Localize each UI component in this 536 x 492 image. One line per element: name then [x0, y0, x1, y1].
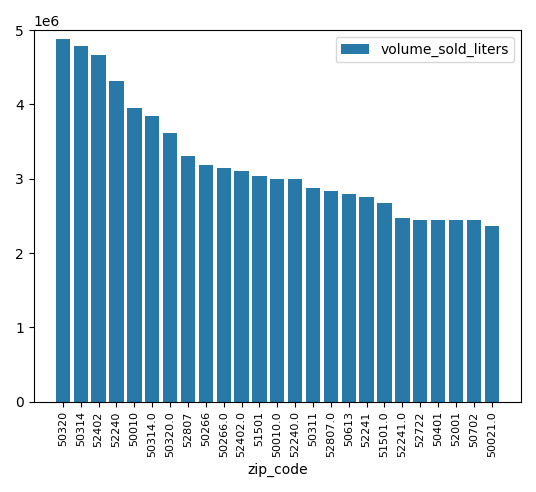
- Bar: [234, 171, 249, 401]
- Bar: [377, 203, 392, 401]
- Bar: [109, 81, 124, 401]
- Bar: [360, 197, 374, 401]
- Bar: [306, 187, 320, 401]
- Bar: [252, 176, 266, 401]
- Bar: [217, 168, 231, 401]
- Bar: [270, 179, 285, 401]
- Bar: [92, 55, 106, 401]
- Bar: [467, 220, 481, 401]
- Bar: [199, 165, 213, 401]
- Bar: [324, 191, 338, 401]
- Bar: [341, 194, 356, 401]
- Bar: [413, 220, 427, 401]
- Bar: [485, 226, 499, 401]
- Bar: [288, 179, 302, 401]
- Bar: [163, 133, 177, 401]
- Bar: [73, 46, 88, 401]
- Bar: [395, 218, 410, 401]
- X-axis label: zip_code: zip_code: [247, 463, 308, 477]
- Bar: [449, 220, 463, 401]
- Legend: volume_sold_liters: volume_sold_liters: [336, 37, 514, 62]
- Bar: [56, 39, 70, 401]
- Bar: [127, 108, 142, 401]
- Bar: [181, 156, 195, 401]
- Bar: [145, 116, 159, 401]
- Bar: [431, 220, 445, 401]
